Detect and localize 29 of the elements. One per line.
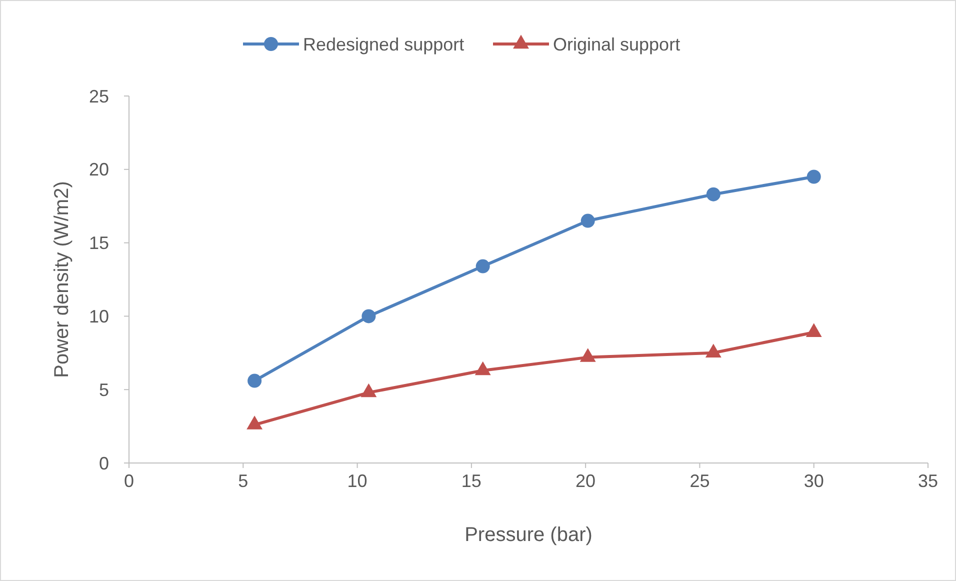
y-tick-label: 0 <box>98 453 109 474</box>
y-tick-label: 5 <box>98 380 109 400</box>
x-tick-label: 20 <box>576 471 596 491</box>
x-tick-label: 5 <box>238 471 248 491</box>
legend-label: Redesigned support <box>303 34 464 54</box>
point <box>476 259 490 274</box>
x-tick-label: 25 <box>690 471 710 491</box>
x-tick-label: 10 <box>347 471 368 491</box>
y-axis-title: Power density (W/m2) <box>51 181 73 378</box>
x-tick-label: 15 <box>461 471 482 491</box>
point <box>806 170 821 184</box>
y-tick-label: 10 <box>88 306 109 326</box>
point <box>360 383 377 398</box>
x-axis-title: Pressure (bar) <box>464 524 592 546</box>
point <box>706 187 720 202</box>
point <box>362 309 376 324</box>
x-tick-label: 30 <box>804 471 824 491</box>
legend-label: Original support <box>553 34 680 54</box>
point <box>806 323 822 337</box>
y-tick-label: 20 <box>88 160 109 180</box>
x-tick-label: 35 <box>918 471 938 491</box>
point <box>580 214 595 228</box>
point <box>474 361 491 376</box>
y-tick-label: 25 <box>88 86 109 106</box>
y-tick-label: 15 <box>88 233 109 254</box>
x-tick-label: 0 <box>124 471 134 491</box>
point <box>705 344 722 358</box>
point <box>246 416 263 430</box>
point <box>580 348 596 362</box>
